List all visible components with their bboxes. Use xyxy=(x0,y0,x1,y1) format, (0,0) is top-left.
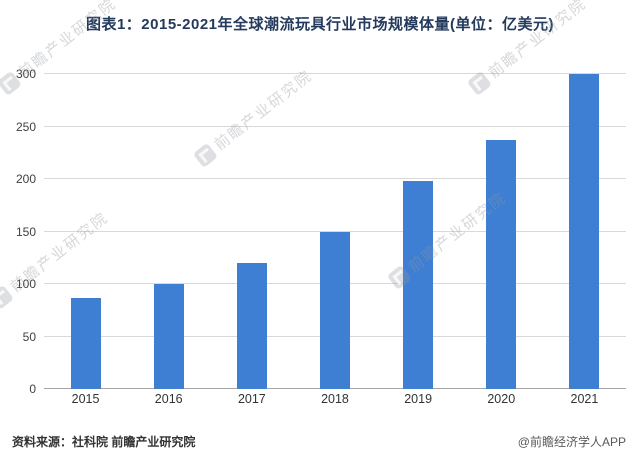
x-axis-labels: 2015 2016 2017 2018 2019 2020 2021 xyxy=(44,392,626,406)
bars-row xyxy=(44,74,626,389)
chart-area: 0 50 100 150 200 250 300 xyxy=(12,67,626,396)
bar-2016 xyxy=(153,284,184,389)
bar-slot xyxy=(377,74,460,389)
plot-area xyxy=(44,73,626,389)
gridline xyxy=(44,125,626,127)
gridline xyxy=(44,178,626,179)
x-tick-label: 2018 xyxy=(321,392,349,406)
y-tick-label: 250 xyxy=(15,119,36,134)
bar-2020 xyxy=(486,140,517,389)
y-axis-labels: 0 50 100 150 200 250 300 xyxy=(12,67,42,396)
bar-2015 xyxy=(70,297,101,389)
x-tick-label: 2017 xyxy=(237,392,266,406)
bar-2019 xyxy=(403,181,434,389)
bar-2018 xyxy=(319,231,350,389)
x-tick-label: 2020 xyxy=(487,392,516,406)
bar-2021 xyxy=(569,74,600,389)
gridline xyxy=(44,73,626,74)
y-tick-label: 100 xyxy=(15,277,36,292)
bar-slot xyxy=(44,74,127,389)
chart-title: 图表1：2015-2021年全球潮流玩具行业市场规模体量(单位：亿美元) xyxy=(85,16,555,33)
x-tick-label: 2016 xyxy=(154,392,183,406)
bar-slot xyxy=(210,74,293,389)
y-tick-label: 50 xyxy=(22,329,36,344)
bar-slot xyxy=(127,74,210,389)
x-tick-label: 2021 xyxy=(570,392,599,406)
footer: 资料来源：社科院 前瞻产业研究院 @前瞻经济学人APP xyxy=(12,433,626,450)
x-tick-label: 2019 xyxy=(404,392,433,406)
credit-note: @前瞻经济学人APP xyxy=(517,435,626,449)
y-tick-label: 0 xyxy=(29,382,36,396)
y-tick-label: 150 xyxy=(15,224,36,239)
bar-slot xyxy=(293,74,376,389)
y-tick-label: 300 xyxy=(15,67,36,81)
y-tick-label: 200 xyxy=(15,172,36,187)
source-note: 资料来源：社科院 前瞻产业研究院 xyxy=(12,435,196,449)
x-tick-label: 2015 xyxy=(71,392,100,406)
gridline xyxy=(44,230,626,232)
bar-slot xyxy=(543,74,626,389)
bar-2017 xyxy=(236,263,267,389)
bar-slot xyxy=(460,74,543,389)
